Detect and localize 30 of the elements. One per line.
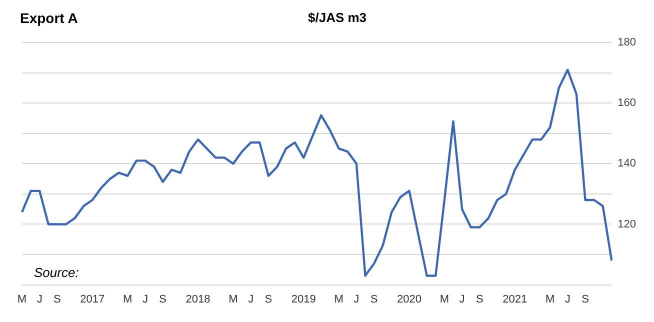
y-tick-label: 160: [618, 97, 636, 110]
x-tick-label: M: [545, 293, 555, 306]
x-tick-label: J: [459, 293, 465, 306]
annotation: Source:: [34, 264, 80, 280]
x-tick-label: 2020: [396, 293, 422, 306]
x-tick-label: M: [334, 293, 344, 306]
x-tick-label: M: [17, 293, 27, 306]
x-tick-label: J: [248, 293, 254, 306]
x-tick-label: J: [564, 293, 570, 306]
x-tick-label: M: [440, 293, 450, 306]
x-tick-label: M: [123, 293, 132, 306]
x-tick-label: S: [54, 293, 61, 306]
x-tick-label: S: [476, 293, 484, 306]
x-tick-label: J: [36, 293, 42, 306]
x-tick-label: 2017: [80, 293, 105, 306]
y-tick-label: 140: [618, 158, 636, 170]
x-tick-label: S: [159, 293, 166, 306]
x-tick-label: S: [264, 293, 272, 306]
x-tick-label: 2021: [502, 293, 528, 306]
chart-title: Export A: [20, 10, 78, 26]
x-tick-label: 2019: [291, 293, 316, 306]
chart-subtitle: $/JAS m3: [308, 10, 367, 25]
x-tick-label: 2018: [186, 293, 210, 306]
x-tick-label: S: [370, 293, 378, 306]
y-tick-label: 180: [618, 36, 636, 49]
x-tick-label: M: [228, 293, 238, 306]
x-tick-label: J: [354, 293, 360, 306]
y-tick-label: 120: [618, 218, 636, 230]
x-tick-label: J: [142, 293, 148, 306]
x-tick-label: S: [582, 293, 589, 306]
